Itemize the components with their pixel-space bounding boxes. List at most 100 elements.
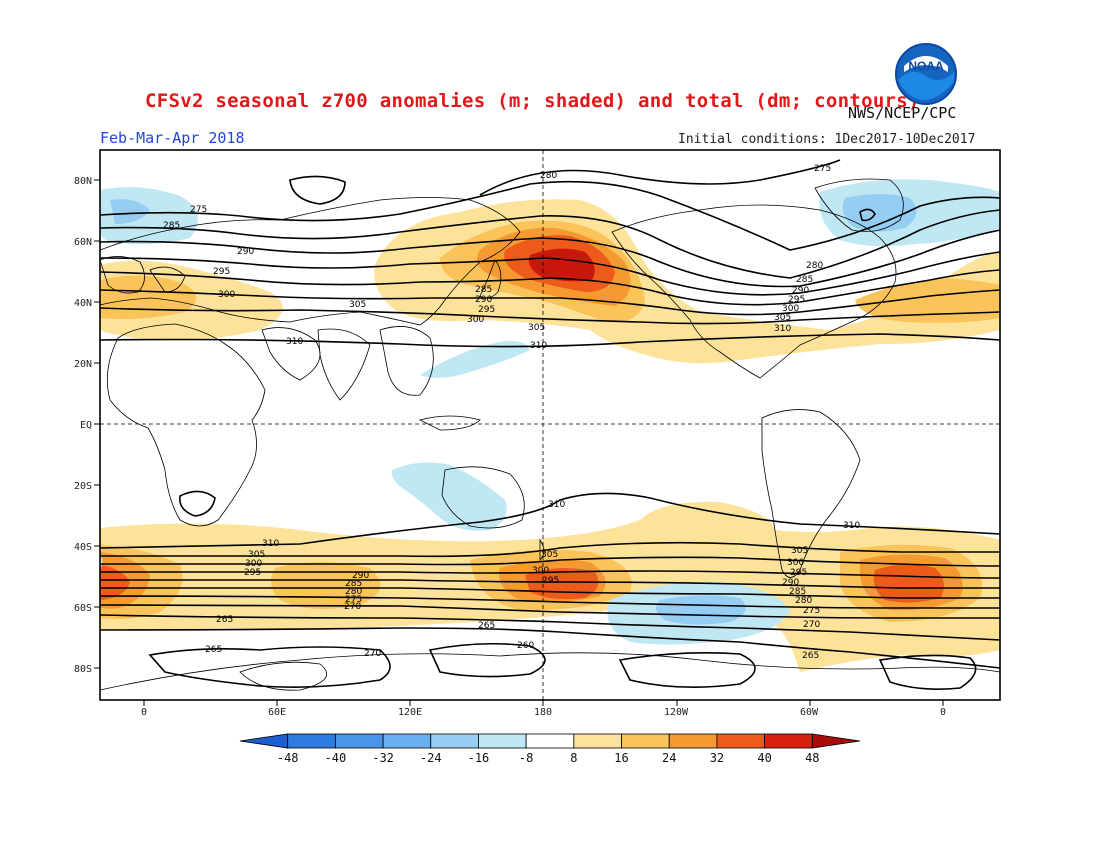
- agency-label: NWS/NCEP/CPC: [848, 104, 957, 122]
- colorbar-label: 48: [805, 751, 819, 765]
- contour-label: 305: [528, 323, 545, 333]
- contour-label: 275: [190, 205, 207, 215]
- anomaly-negative: [391, 462, 507, 531]
- colorbar-label: -8: [519, 751, 533, 765]
- contour-label: 310: [843, 521, 860, 531]
- contour-label: 290: [352, 571, 369, 581]
- colorbar-label: -16: [468, 751, 490, 765]
- contour-label: 310: [286, 337, 303, 347]
- colorbar-swatch: [668, 733, 718, 749]
- contour-label: 265: [478, 621, 495, 631]
- colorbar-swatch: [716, 733, 766, 749]
- contour-label: 310: [548, 500, 565, 510]
- anomaly-positive: [528, 248, 595, 282]
- contour-label: 300: [787, 558, 804, 568]
- contour-label: 270: [364, 649, 381, 659]
- contour-label: 285: [796, 275, 813, 285]
- lon-label: 120W: [664, 707, 689, 718]
- anomaly-negative: [842, 194, 917, 232]
- contour-label: 285: [789, 587, 806, 597]
- lon-label: 120E: [398, 707, 422, 718]
- contour-label: 305: [774, 313, 791, 323]
- colorbar-label: 32: [710, 751, 724, 765]
- contour-label: 305: [541, 550, 558, 560]
- colorbar-label: 24: [662, 751, 676, 765]
- contour-label: 295: [788, 295, 805, 305]
- lon-label: 0: [141, 707, 147, 718]
- lat-label: 60S: [74, 603, 92, 614]
- contour-label: 300: [467, 315, 484, 325]
- contour-label: 300: [782, 304, 799, 314]
- lat-label: 60N: [74, 237, 92, 248]
- contour-label: 290: [782, 578, 799, 588]
- lat-label: 80S: [74, 664, 92, 675]
- colorbar-label: -24: [420, 751, 442, 765]
- colorbar-label: 40: [757, 751, 771, 765]
- anomaly-positive: [271, 562, 381, 609]
- lon-label: 60W: [800, 707, 819, 718]
- contour-label: 280: [806, 261, 823, 271]
- contour-label: 300: [218, 290, 235, 300]
- colorbar-swatch: [239, 733, 289, 749]
- colorbar-label: 16: [614, 751, 628, 765]
- colorbar-swatch: [430, 733, 479, 749]
- colorbar-label: -40: [325, 751, 347, 765]
- anomaly-negative: [110, 199, 150, 224]
- colorbar: -48 -40 -32 -24 -16 -8 8 16 24 32 40 48: [239, 733, 861, 765]
- colorbar-swatch: [811, 733, 861, 749]
- contour-label: 285: [345, 579, 362, 589]
- contour-label: 310: [262, 539, 279, 549]
- lat-label: 20N: [74, 359, 92, 370]
- colorbar-swatch: [525, 733, 575, 749]
- contour-label: 295: [542, 576, 559, 586]
- contour-label: 270: [803, 620, 820, 630]
- contour-label: 280: [345, 587, 362, 597]
- contour-label: 265: [205, 645, 222, 655]
- contour-label: 305: [791, 546, 808, 556]
- lon-label: 0: [940, 707, 946, 718]
- lat-axis: [94, 179, 100, 669]
- contour-label: 290: [475, 295, 492, 305]
- colorbar-swatch: [764, 733, 813, 749]
- contour-label: 270: [344, 602, 361, 612]
- contour-label: 285: [475, 285, 492, 295]
- colorbar-swatch: [573, 733, 622, 749]
- contour-label: 275: [803, 606, 820, 616]
- contour-label: 290: [792, 286, 809, 296]
- contour-label: 290: [237, 247, 254, 257]
- map-title: CFSv2 seasonal z700 anomalies (m; shaded…: [145, 90, 920, 112]
- contour-label: 300: [245, 559, 262, 569]
- contour-label: 275: [814, 164, 831, 174]
- contour-label: 265: [802, 651, 819, 661]
- contour-label: 280: [540, 171, 557, 181]
- contour-label: 285: [163, 221, 180, 231]
- contour-label: 310: [774, 324, 791, 334]
- contour-label: 280: [795, 596, 812, 606]
- contour-labels-sh: 310 310 310 305 300 295 290 285 280 275 …: [205, 500, 860, 661]
- lat-labels: 80N 60N 40N 20N EQ 20S 40S 60S 80S: [74, 176, 92, 675]
- map-frame: [99, 149, 1001, 701]
- noaa-logo-text: NOAA: [908, 59, 944, 73]
- contour-label: 260: [517, 641, 534, 651]
- contour-label: 310: [530, 341, 547, 351]
- contour-label: 305: [349, 300, 366, 310]
- contour-label: 295: [478, 305, 495, 315]
- colorbar-swatch: [382, 733, 432, 749]
- lat-label: EQ: [80, 420, 92, 431]
- lon-axis: [143, 700, 944, 706]
- contour-label: 295: [213, 267, 230, 277]
- contour-label: 305: [248, 550, 265, 560]
- anomaly-shading: [100, 179, 1000, 672]
- colorbar-swatch: [478, 733, 527, 749]
- lat-label: 40S: [74, 542, 92, 553]
- contour-label: 300: [532, 566, 549, 576]
- lat-label: 40N: [74, 298, 92, 309]
- anomaly-negative: [656, 595, 746, 625]
- lat-label: 20S: [74, 481, 92, 492]
- colorbar-label: -32: [372, 751, 394, 765]
- contour-label: 275: [345, 595, 362, 605]
- anomaly-negative: [420, 341, 530, 378]
- lon-label: 180: [534, 707, 552, 718]
- height-contours: [100, 159, 1000, 690]
- contour-label: 295: [790, 568, 807, 578]
